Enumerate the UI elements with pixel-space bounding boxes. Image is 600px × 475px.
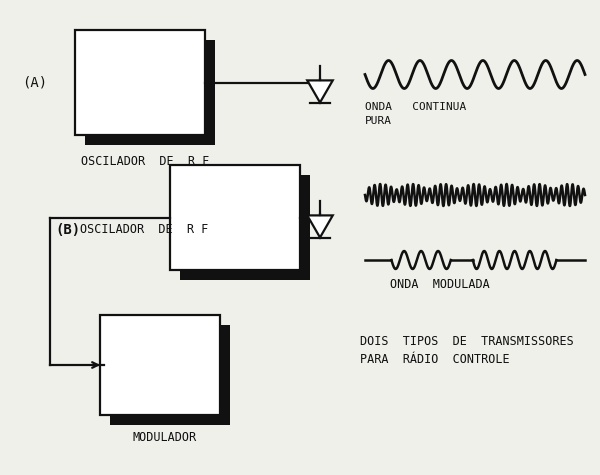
Bar [180,175,310,280]
Text: OSCILADOR  DE  R F: OSCILADOR DE R F [80,223,208,236]
Text: DOIS  TIPOS  DE  TRANSMISSORES: DOIS TIPOS DE TRANSMISSORES [360,335,574,348]
Text: PURA: PURA [365,116,392,126]
Bar [170,165,300,270]
Text: (B): (B) [55,222,80,237]
Bar [75,30,205,135]
Polygon shape [307,215,333,238]
Polygon shape [307,80,333,103]
Bar [100,315,220,415]
Text: PARA  RÁDIO  CONTROLE: PARA RÁDIO CONTROLE [360,353,509,366]
Text: MODULADOR: MODULADOR [133,431,197,444]
Text: ONDA   CONTINUA: ONDA CONTINUA [365,103,466,113]
Bar [110,325,230,425]
Bar [85,40,215,145]
Text: ONDA  MODULADA: ONDA MODULADA [390,278,490,291]
Text: (A): (A) [22,76,47,89]
Text: OSCILADOR  DE  R F: OSCILADOR DE R F [81,155,209,168]
